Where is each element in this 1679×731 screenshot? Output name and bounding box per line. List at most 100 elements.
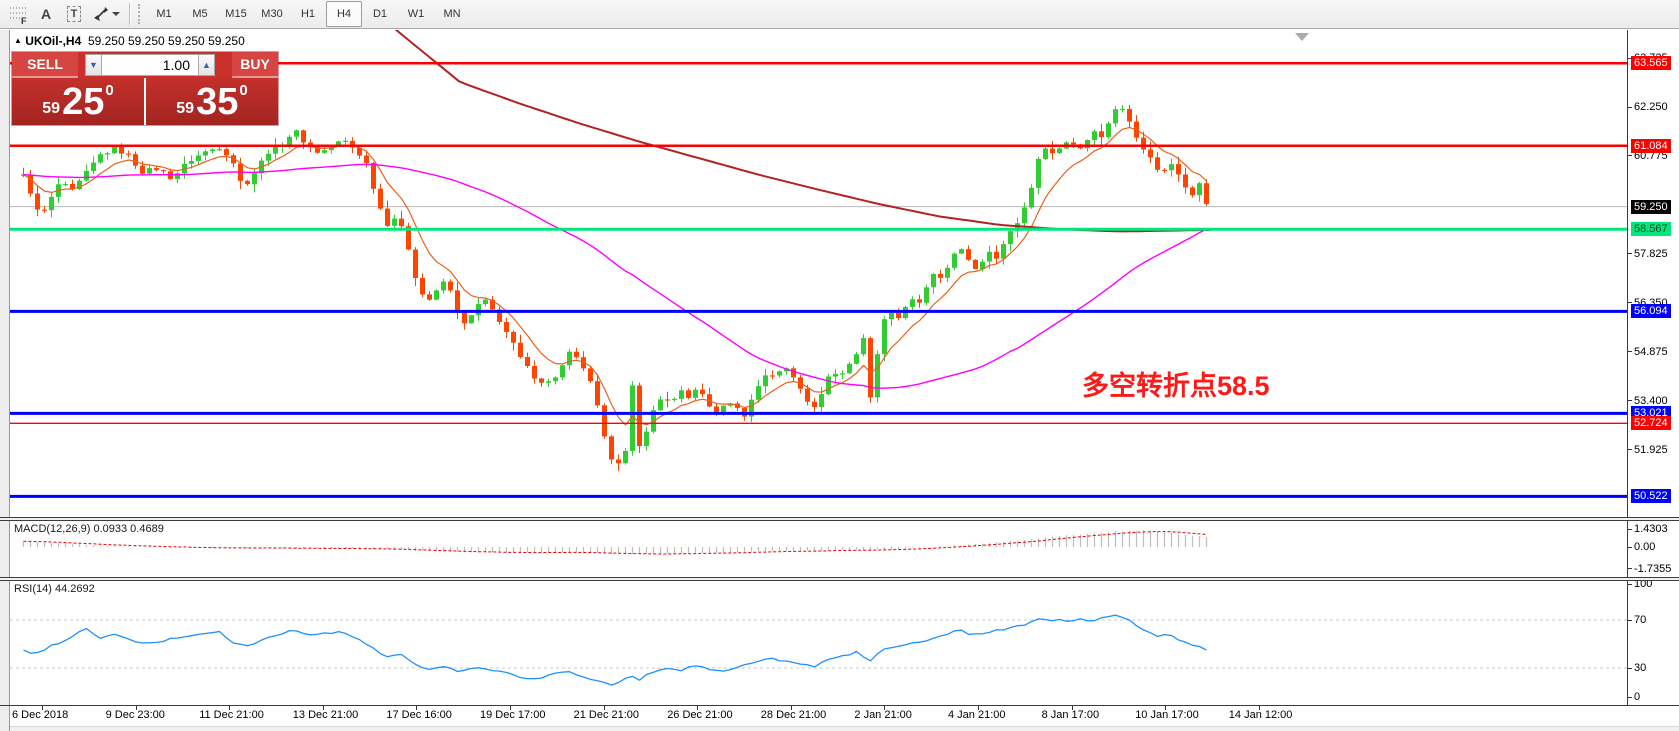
sell-price-handle: 59 [42, 100, 61, 117]
rsi-panel[interactable]: RSI(14) 44.2692 [10, 581, 1627, 705]
macd-scale-label: 0.00 [1634, 541, 1656, 553]
macd-panel[interactable]: MACD(12,26,9) 0.0933 0.4689 [10, 521, 1627, 577]
text-icon: A [40, 6, 52, 22]
price-tick-label: 54.875 [1634, 345, 1668, 358]
timeframe-button-mn[interactable]: MN [443, 8, 461, 20]
price-tick-label: 57.825 [1634, 247, 1668, 260]
timeframe-button-m1[interactable]: M1 [156, 8, 172, 20]
panel-separator[interactable] [0, 577, 1679, 581]
text-tool-button[interactable]: A [32, 2, 60, 26]
axis-tick [1628, 155, 1632, 157]
axis-tick [1628, 583, 1632, 585]
price-tick-label: 60.775 [1634, 149, 1668, 162]
timeframe-button-h1[interactable]: H1 [300, 8, 316, 20]
axis-tick [1628, 302, 1632, 304]
panel-separator [0, 705, 1679, 706]
macd-header: MACD(12,26,9) 0.0933 0.4689 [14, 523, 164, 535]
price-tick-label: 62.250 [1634, 101, 1668, 113]
panel-separator[interactable] [0, 517, 1679, 521]
label-icon: T [66, 6, 82, 22]
macd-canvas[interactable] [10, 521, 1627, 577]
date-tick [1165, 706, 1167, 710]
date-label: 8 Jan 17:00 [1041, 709, 1100, 721]
sell-price-pips: 25 [62, 80, 105, 123]
chart-shift-marker-icon[interactable] [1295, 33, 1309, 41]
axis-tick [1628, 528, 1632, 530]
timeframe-button-h4[interactable]: H4 [326, 1, 362, 27]
date-label: 9 Dec 23:00 [105, 709, 165, 721]
chart-text-annotation: 多空转折点58.5 [1082, 371, 1270, 401]
date-tick [510, 706, 511, 710]
volume-decrease-button[interactable]: ▼ [85, 54, 102, 76]
axis-tick [1628, 400, 1632, 402]
buy-price-pips: 35 [196, 80, 239, 123]
price-level-badge: 58.567 [1631, 222, 1671, 237]
toolbar: F A T M1 M5 M15 M30 H1 H4 D1 W1 MN [0, 0, 1679, 29]
date-tick [416, 706, 418, 710]
date-label: 26 Dec 21:00 [667, 709, 733, 721]
date-tick [790, 706, 792, 710]
fibonacci-icon: F [10, 7, 27, 25]
arrows-tool-button[interactable] [88, 2, 124, 26]
price-level-badge: 59.250 [1631, 199, 1671, 214]
date-label: 19 Dec 17:00 [480, 709, 546, 721]
sell-price-display[interactable]: 59 25 0 [12, 78, 144, 125]
axis-tick [1628, 546, 1632, 548]
sell-button[interactable]: SELL [12, 52, 78, 78]
toolbar-grip [138, 4, 140, 24]
timeframe-button-d1[interactable]: D1 [372, 8, 388, 20]
date-label: 14 Jan 12:00 [1228, 709, 1293, 721]
rsi-scale-label: 100 [1634, 578, 1653, 590]
axis-tick [1628, 57, 1632, 59]
timeframe-button-m5[interactable]: M5 [192, 8, 208, 20]
price-level-badge: 63.565 [1631, 56, 1671, 71]
date-tick [697, 706, 699, 710]
date-label: 10 Jan 17:00 [1135, 709, 1199, 721]
volume-increase-button[interactable]: ▲ [198, 54, 215, 76]
chevron-down-icon [111, 12, 120, 16]
left-edge-strip [0, 30, 10, 731]
axis-tick [1628, 568, 1632, 570]
price-tick-label: 51.925 [1634, 443, 1668, 456]
price-level-badge: 56.094 [1631, 304, 1671, 319]
buy-button[interactable]: BUY [232, 52, 278, 78]
quote-values: 59.250 59.250 59.250 59.250 [87, 34, 245, 48]
rsi-canvas[interactable] [10, 581, 1627, 705]
window-bottom-edge [10, 726, 1679, 731]
timeframe-button-m30[interactable]: M30 [261, 8, 283, 20]
rsi-scale-label: 30 [1634, 662, 1647, 674]
rsi-scale-label: 70 [1634, 614, 1647, 626]
rsi-header: RSI(14) 44.2692 [14, 583, 95, 595]
date-tick [1258, 706, 1260, 710]
axis-tick [1628, 253, 1632, 255]
price-level-badge: 52.724 [1631, 416, 1671, 431]
label-tool-button[interactable]: T [60, 2, 88, 26]
price-chart-canvas[interactable] [10, 30, 1627, 517]
timeframe-button-w1[interactable]: W1 [407, 8, 425, 20]
price-tick-label: 53.400 [1634, 394, 1668, 407]
volume-input[interactable] [102, 54, 198, 76]
arrows-icon [93, 7, 108, 21]
date-tick [42, 706, 43, 710]
timeframe-button-m15[interactable]: M15 [225, 8, 247, 20]
svg-text:F: F [21, 16, 27, 25]
date-tick [135, 706, 137, 710]
symbol-label: UKOil-,H4 [25, 34, 82, 48]
date-label: 2 Jan 21:00 [854, 709, 912, 721]
axis-tick [1628, 449, 1632, 451]
axis-tick [1628, 619, 1632, 621]
axis-tick [1628, 106, 1632, 108]
one-click-trading-panel: SELL ▼ ▲ BUY 59 25 0 59 35 0 [12, 52, 278, 125]
chart-title: ▲ UKOil-,H4 59.250 59.250 59.250 59.250 [14, 34, 245, 48]
axis-tick [1628, 667, 1632, 669]
date-axis: 6 Dec 2018 9 Dec 23:00 11 Dec 21:00 13 Dec … [10, 706, 1679, 731]
date-tick [603, 706, 605, 710]
buy-price-display[interactable]: 59 35 0 [146, 78, 278, 125]
fibonacci-tool-button[interactable]: F [4, 2, 32, 26]
price-chart-panel[interactable]: ▲ UKOil-,H4 59.250 59.250 59.250 59.250 … [10, 30, 1627, 517]
date-label: 17 Dec 16:00 [386, 709, 452, 721]
price-level-badge: 50.522 [1631, 489, 1671, 504]
macd-scale-label: 1.4303 [1634, 523, 1668, 536]
axis-tick [1628, 696, 1632, 698]
